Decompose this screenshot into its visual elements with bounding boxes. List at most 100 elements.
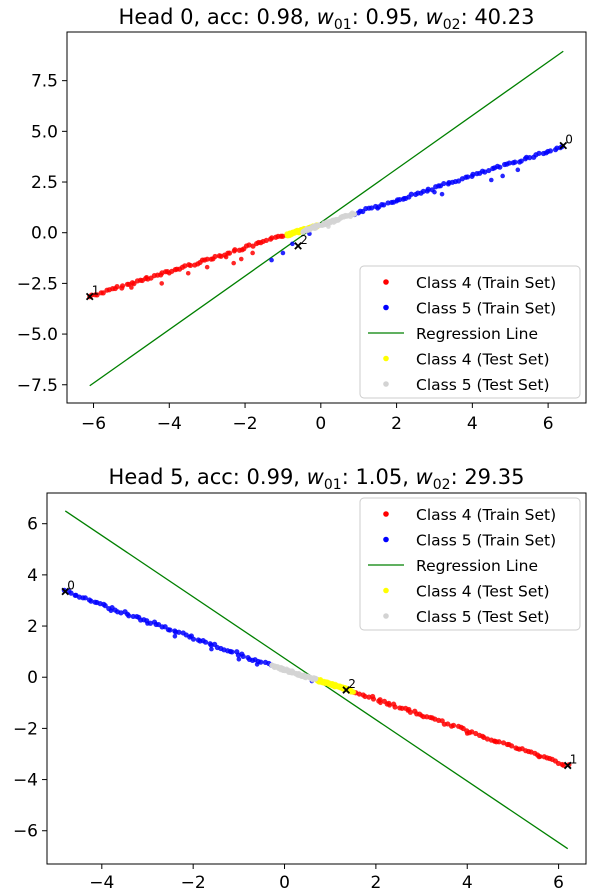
data-point (351, 211, 357, 217)
y-tick-label: 6 (27, 515, 38, 535)
data-point (482, 169, 488, 175)
marker-x-1 (85, 292, 94, 301)
title-part-0: Head 5, acc: 0.99, (109, 465, 307, 489)
data-point (167, 627, 173, 633)
data-point (223, 254, 229, 260)
y-tick-label: 0.0 (31, 224, 58, 244)
data-point (68, 590, 74, 596)
data-point (246, 242, 252, 248)
marker-label-0: 0 (565, 133, 573, 147)
data-point (488, 177, 494, 183)
series-class5-test (269, 662, 319, 683)
series-class5-train (269, 143, 565, 263)
title-part-5: 02 (433, 477, 451, 493)
data-point (465, 174, 471, 180)
data-point (100, 290, 106, 296)
data-point (118, 610, 124, 616)
data-point (392, 704, 398, 710)
legend-box (359, 497, 581, 631)
data-point (506, 160, 512, 166)
x-tick-label: 2 (391, 414, 402, 434)
title-part-1: w (307, 465, 325, 489)
marker-label-0: 0 (67, 579, 75, 593)
marker-x-0 (559, 141, 568, 150)
chart-title: Head 5, acc: 0.99, w01: 1.05, w02: 29.35 (109, 465, 525, 493)
data-point (82, 595, 88, 601)
data-point (88, 598, 94, 604)
x-tick-label: −4 (157, 414, 182, 434)
y-tick-label: 4 (27, 566, 38, 586)
y-tick-label: −5.0 (17, 325, 58, 345)
data-point (512, 159, 518, 165)
data-point (209, 646, 214, 652)
x-tick-label: 0 (279, 873, 290, 893)
data-point (356, 691, 362, 697)
data-point (269, 235, 275, 241)
data-point (500, 173, 505, 179)
legend-swatch-dot (383, 536, 389, 543)
data-point (405, 708, 411, 713)
legend-box (359, 265, 581, 399)
data-point (190, 636, 197, 642)
y-tick-label: −4 (13, 771, 38, 791)
data-point (469, 729, 475, 735)
data-point (394, 198, 399, 204)
axes-frame (66, 31, 587, 404)
title-part-2: 01 (334, 17, 352, 33)
data-point (464, 731, 470, 736)
data-point (538, 754, 543, 759)
data-point (102, 603, 108, 609)
data-point (441, 180, 447, 187)
data-point (240, 653, 246, 659)
marker-x-1 (563, 761, 572, 770)
data-point (375, 206, 380, 211)
data-point (204, 256, 210, 262)
data-point (126, 613, 132, 619)
x-tick-label: 0 (315, 414, 326, 434)
data-point (547, 148, 554, 154)
legend-label: Regression Line (416, 325, 538, 343)
legend-swatch-dot (383, 355, 389, 362)
data-point (232, 247, 238, 253)
legend-swatch-dot (383, 381, 389, 387)
legend-label: Class 4 (Test Set) (416, 351, 550, 369)
x-tick-label: −2 (181, 873, 206, 893)
title-part-5: 02 (443, 17, 461, 33)
data-point (560, 762, 567, 768)
x-tick-label: 6 (543, 414, 554, 434)
data-point (432, 189, 437, 195)
data-point (362, 693, 368, 700)
data-point (129, 285, 134, 290)
x-tick-label: 4 (462, 873, 473, 893)
data-point (182, 263, 188, 269)
data-point (185, 270, 191, 276)
legend: Class 4 (Train Set) Class 5 (Train Set) Re… (359, 265, 581, 399)
title-part-2: 01 (324, 477, 342, 493)
marker-x-2 (294, 242, 302, 250)
marker-label-1: 1 (92, 284, 100, 298)
data-point (236, 657, 242, 662)
marker-x-2 (342, 686, 351, 694)
x-tick-label: 2 (370, 873, 381, 893)
data-point (470, 171, 476, 177)
title-part-0: Head 0, acc: 0.98, (119, 5, 317, 29)
title-part-4: w (426, 5, 444, 29)
data-point (258, 659, 264, 665)
data-point (350, 689, 357, 695)
data-point (419, 713, 424, 718)
marker-label-2: 2 (348, 677, 356, 691)
x-tick-label: 6 (553, 873, 564, 893)
data-point (229, 649, 235, 655)
data-point (496, 739, 502, 745)
legend-label: Class 5 (Test Set) (416, 608, 550, 626)
data-point (290, 241, 295, 247)
x-tick-label: −4 (89, 873, 114, 893)
marker-x-0 (61, 587, 70, 596)
regression-line (89, 50, 564, 387)
data-point (231, 260, 236, 266)
series-class4-train (350, 689, 572, 768)
legend-swatch-dot (383, 613, 389, 619)
data-point (527, 155, 533, 161)
data-point (518, 158, 524, 164)
